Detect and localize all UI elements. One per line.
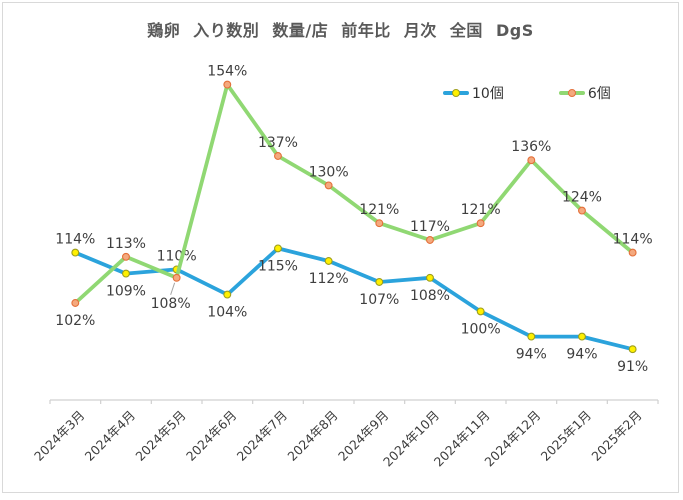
data-label: 110%: [157, 248, 197, 264]
x-axis-label: 2024年6月: [183, 408, 239, 464]
legend-line-10pack-icon: [443, 89, 469, 97]
label-leader-line: [170, 282, 176, 295]
data-point-10個: [324, 257, 333, 265]
data-point-6個: [426, 236, 434, 244]
x-axis-label: 2024年3月: [31, 408, 87, 464]
x-axis-label: 2025年1月: [538, 408, 594, 464]
data-label: 113%: [106, 236, 146, 252]
data-point-10個: [578, 332, 586, 341]
data-label: 124%: [562, 190, 602, 206]
legend-item-6pack: 6個: [558, 83, 611, 103]
data-label: 94%: [566, 347, 597, 363]
legend-label-6pack: 6個: [587, 86, 611, 102]
chart-frame: 鶏卵 入り数別 数量/店 前年比 月次 全国 DgS 10個 6個 2024年3…: [2, 2, 679, 493]
data-label: 115%: [258, 258, 298, 274]
data-label: 114%: [613, 232, 653, 248]
data-point-6個: [223, 80, 232, 89]
data-label: 107%: [359, 292, 399, 308]
data-label: 109%: [106, 284, 146, 300]
x-axis-label: 2025年2月: [588, 408, 644, 464]
data-point-6個: [628, 248, 637, 257]
x-axis-label: 2024年7月: [234, 408, 290, 464]
data-label: 104%: [207, 305, 247, 321]
x-axis-label: 2024年5月: [132, 408, 188, 464]
data-label: 100%: [461, 321, 501, 337]
series-line-10個: [73, 246, 635, 352]
data-label: 136%: [511, 139, 551, 155]
data-label: 121%: [359, 202, 399, 218]
data-label: 112%: [309, 271, 349, 287]
series-line-6個: [73, 82, 635, 305]
data-point-10個: [274, 244, 282, 253]
data-point-10個: [527, 332, 536, 341]
data-label: 154%: [207, 64, 247, 80]
data-label: 121%: [461, 202, 501, 218]
data-point-10個: [476, 307, 485, 316]
data-point-10個: [71, 248, 80, 257]
data-point-6個: [527, 156, 536, 165]
data-label: 130%: [309, 164, 349, 180]
data-point-6個: [172, 273, 181, 282]
data-point-10個: [223, 290, 232, 299]
legend-label-10pack: 10個: [472, 86, 504, 102]
line-chart: 2024年3月2024年4月2024年5月2024年6月2024年7月2024年…: [31, 64, 659, 470]
data-point-10個: [375, 278, 384, 286]
data-label: 137%: [258, 135, 298, 151]
data-point-6個: [274, 152, 282, 160]
data-label: 114%: [55, 232, 95, 248]
data-label: 94%: [516, 347, 547, 363]
data-point-10個: [628, 345, 637, 354]
data-label: 108%: [151, 296, 191, 312]
data-label: 117%: [410, 219, 450, 235]
data-point-6個: [122, 252, 130, 261]
data-point-6個: [324, 181, 333, 190]
data-point-6個: [375, 219, 384, 228]
legend-line-6pack-icon: [558, 89, 585, 97]
data-label: 102%: [55, 313, 95, 329]
data-point-6個: [71, 299, 80, 307]
data-point-6個: [578, 206, 586, 215]
x-axis-label: 2024年4月: [82, 408, 138, 464]
legend-item-10pack: 10個: [443, 83, 504, 103]
chart-legend: 10個 6個: [443, 83, 611, 103]
data-point-6個: [476, 219, 485, 228]
data-label: 108%: [410, 288, 450, 304]
chart-title: 鶏卵 入り数別 数量/店 前年比 月次 全国 DgS: [147, 21, 534, 40]
x-axis-label: 2024年8月: [284, 408, 340, 464]
data-point-10個: [426, 273, 434, 282]
data-point-10個: [122, 269, 130, 278]
data-label: 91%: [617, 359, 648, 375]
